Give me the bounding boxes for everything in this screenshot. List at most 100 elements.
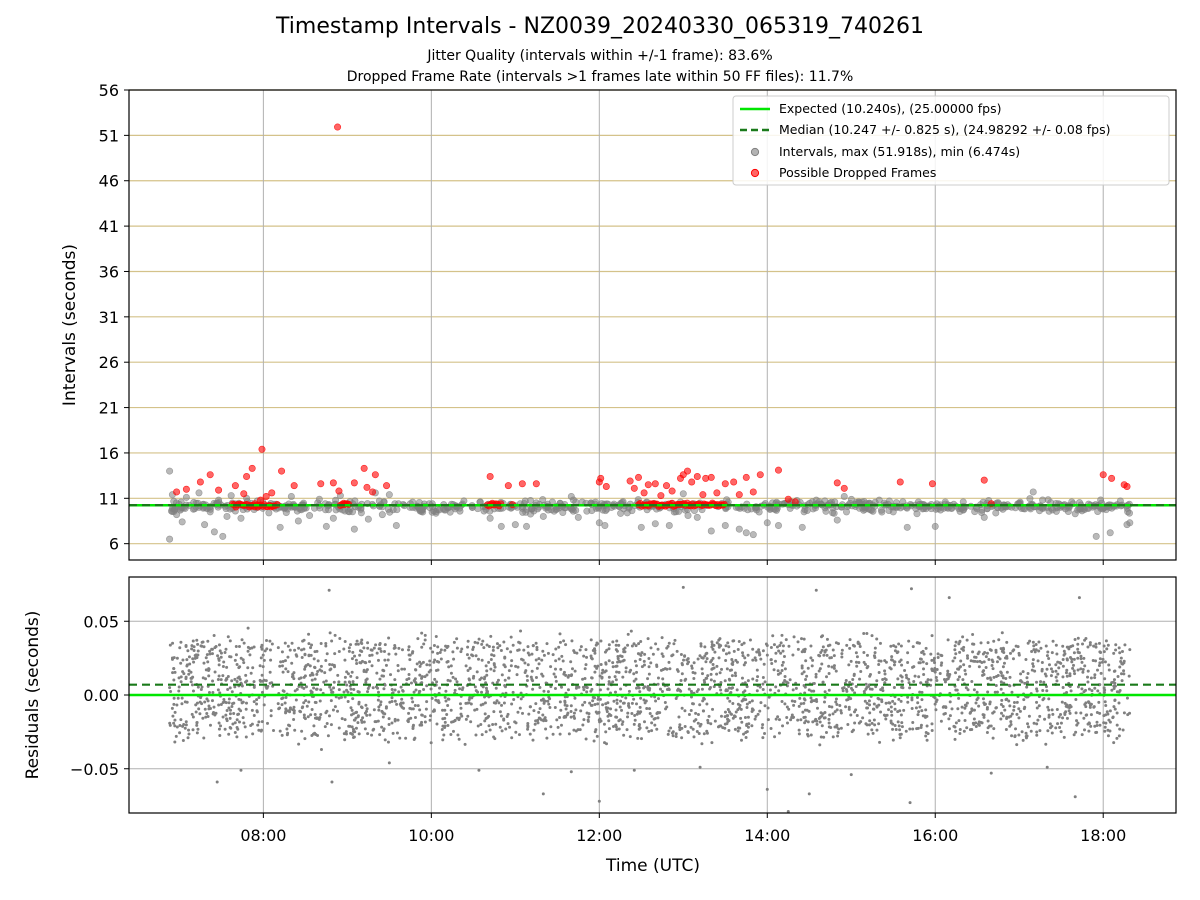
interval-point: [1126, 519, 1134, 527]
residual-point: [784, 638, 788, 642]
residual-point: [375, 651, 379, 655]
residual-point: [792, 703, 796, 707]
residual-point: [313, 700, 317, 704]
residual-point: [336, 673, 340, 677]
residual-point: [640, 651, 644, 655]
residual-point: [930, 722, 934, 726]
dropped-frame-point: [278, 467, 286, 475]
residual-point: [410, 696, 414, 700]
interval-point: [840, 492, 848, 500]
residual-point: [1120, 649, 1124, 653]
residual-point: [943, 680, 947, 684]
residual-point: [862, 651, 866, 655]
residual-point: [175, 703, 179, 707]
residual-point: [1015, 712, 1019, 716]
residual-point: [190, 647, 194, 651]
residual-point: [404, 736, 408, 740]
residual-point: [1083, 728, 1087, 732]
residual-point: [227, 706, 231, 710]
residual-point: [1106, 712, 1110, 716]
residual-point: [582, 718, 586, 722]
residual-point: [425, 663, 429, 667]
residual-point: [655, 712, 659, 716]
residual-point: [1005, 716, 1009, 720]
residual-point: [1018, 709, 1022, 713]
residual-point: [779, 641, 783, 645]
residual-point: [715, 641, 719, 645]
residual-point: [724, 689, 728, 693]
residual-point: [313, 677, 317, 681]
residual-point: [558, 715, 562, 719]
residual-point: [201, 676, 205, 680]
residual-point: [196, 653, 200, 657]
residual-point: [278, 664, 282, 668]
residual-point: [307, 632, 311, 636]
residual-point: [902, 708, 906, 712]
residual-point: [196, 649, 200, 653]
dropped-frame-point: [240, 490, 248, 498]
residual-point: [627, 705, 631, 709]
residual-point: [815, 706, 819, 710]
residual-point: [946, 669, 950, 673]
residual-point: [420, 675, 424, 679]
residual-point: [841, 686, 845, 690]
residual-point: [559, 708, 563, 712]
residual-point: [581, 723, 585, 727]
residual-point: [313, 713, 317, 717]
residual-point: [190, 683, 194, 687]
residual-point: [226, 688, 230, 692]
residual-point: [542, 653, 546, 657]
residual-point: [630, 644, 634, 648]
residual-point: [328, 662, 332, 666]
residual-point: [659, 668, 663, 672]
residual-point: [804, 719, 808, 723]
residual-point: [632, 697, 636, 701]
residual-point: [999, 703, 1003, 707]
interval-point: [978, 506, 986, 514]
residual-point: [839, 711, 843, 715]
residual-point: [307, 654, 311, 658]
residual-point: [776, 715, 780, 719]
residual-point: [1121, 728, 1125, 732]
residual-point: [411, 725, 415, 729]
residual-point: [177, 689, 181, 693]
residual-point: [1071, 666, 1075, 670]
residual-point: [696, 657, 700, 661]
residual-point: [705, 729, 709, 733]
residual-point: [648, 712, 652, 716]
residual-point: [933, 669, 937, 673]
dropped-frame-point: [735, 491, 743, 499]
residual-point: [390, 687, 394, 691]
residual-point: [820, 724, 824, 728]
residual-point: [1099, 671, 1103, 675]
residual-point: [818, 667, 822, 671]
interval-point: [486, 514, 494, 522]
residual-point: [1063, 713, 1067, 717]
residual-point: [230, 705, 234, 709]
residual-point: [396, 718, 400, 722]
residual-point: [627, 689, 631, 693]
residual-point: [1056, 722, 1060, 726]
residual-point: [187, 732, 191, 736]
residual-point: [942, 712, 946, 716]
residual-point: [922, 652, 926, 656]
residual-point: [381, 715, 385, 719]
residual-point: [643, 652, 647, 656]
residual-point: [1079, 654, 1083, 658]
residual-point: [705, 702, 709, 706]
residual-point: [378, 677, 382, 681]
residual-point: [974, 655, 978, 659]
residual-point: [911, 665, 915, 669]
residual-point: [1128, 711, 1132, 715]
residual-point-outlier: [1045, 765, 1049, 769]
residual-point: [889, 644, 893, 648]
residual-point: [226, 674, 230, 678]
residual-point: [534, 641, 538, 645]
residual-point: [727, 686, 731, 690]
residual-point: [372, 708, 376, 712]
residual-point: [313, 650, 317, 654]
residual-point: [350, 725, 354, 729]
residual-point: [884, 701, 888, 705]
residual-point: [288, 707, 292, 711]
residual-point: [988, 724, 992, 728]
